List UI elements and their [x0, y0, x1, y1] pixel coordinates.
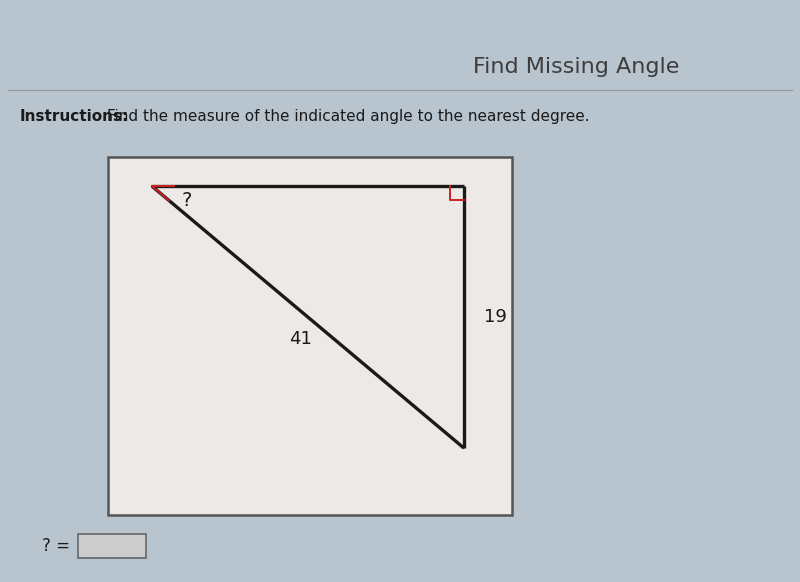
Bar	[108, 157, 512, 515]
Text: Instructions:: Instructions:	[20, 109, 130, 124]
Text: ?: ?	[182, 191, 192, 210]
Text: Find the measure of the indicated angle to the nearest degree.: Find the measure of the indicated angle …	[102, 109, 590, 124]
Bar	[78, 534, 146, 558]
Text: Find Missing Angle: Find Missing Angle	[473, 57, 679, 77]
Text: 41: 41	[289, 330, 311, 348]
Text: 19: 19	[484, 308, 507, 326]
Text: ? =: ? =	[42, 537, 70, 555]
